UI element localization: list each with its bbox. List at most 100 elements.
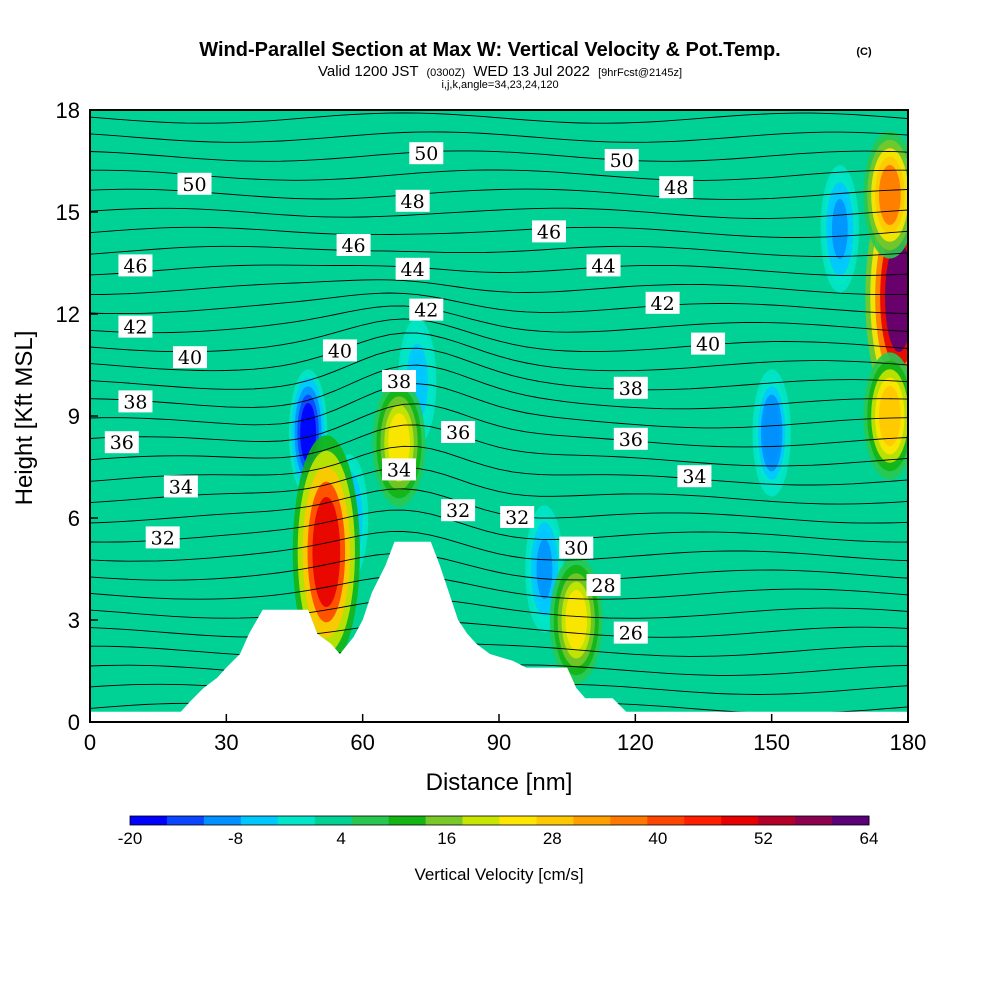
y-tick-label: 18 — [56, 98, 80, 123]
subtitle-date: WED 13 Jul 2022 — [473, 63, 590, 80]
theta-label-text: 38 — [387, 371, 411, 393]
theta-label-box — [691, 332, 726, 355]
theta-label: 46 — [531, 220, 566, 243]
colorbar-segment — [277, 816, 316, 825]
colorbar-segment — [388, 816, 427, 825]
theta-label-box — [531, 220, 566, 243]
isentrope-line — [90, 279, 908, 296]
isentrope-line — [90, 488, 908, 524]
colorbar-segment — [795, 816, 833, 825]
theta-label-text: 38 — [619, 378, 643, 400]
velocity-cell — [312, 497, 341, 607]
colorbar-segment — [647, 816, 685, 825]
subtitle-indices: i,j,k,angle=34,23,24,120 — [441, 79, 558, 91]
velocity-cell — [388, 413, 410, 474]
x-tick-label: 60 — [350, 730, 374, 755]
theta-label-box — [500, 506, 535, 528]
isentrope-line — [90, 150, 908, 162]
theta-label-box — [172, 346, 207, 369]
y-tick-label: 3 — [68, 608, 80, 633]
theta-label-box — [382, 458, 417, 481]
theta-label: 32 — [441, 499, 476, 522]
theta-label-text: 50 — [610, 150, 634, 172]
colorbar-tick-label: 64 — [860, 829, 879, 848]
velocity-cell — [536, 539, 553, 599]
theta-label-text: 40 — [178, 347, 202, 369]
isentrope-line — [90, 643, 908, 657]
plot-area — [90, 110, 908, 722]
theta-label-text: 34 — [169, 476, 193, 498]
isentrope-line — [90, 598, 908, 619]
isentrope-line — [90, 575, 908, 600]
terrain-shape — [90, 541, 908, 722]
theta-label: 44 — [586, 254, 621, 277]
subtitle-fcst: [9hrFcst@2145z] — [598, 67, 682, 79]
theta-label-text: 40 — [696, 334, 720, 356]
colorbar-segment — [684, 816, 722, 825]
theta-label-text: 40 — [328, 340, 352, 362]
theta-label-text: 50 — [182, 174, 206, 196]
colorbar-segment — [832, 816, 870, 825]
theta-label-box — [441, 421, 476, 443]
title-mark: (C) — [856, 46, 872, 58]
theta-label-box — [559, 536, 594, 559]
theta-label: 48 — [395, 189, 430, 213]
theta-label-text: 42 — [414, 300, 438, 322]
y-axis-label: Height [Kft MSL] — [11, 331, 38, 506]
theta-label-text: 46 — [123, 255, 147, 277]
y-tick-label: 0 — [68, 710, 80, 735]
theta-label: 50 — [409, 142, 444, 165]
theta-label: 34 — [382, 458, 417, 481]
theta-label: 34 — [677, 465, 712, 488]
x-tick-label: 0 — [84, 730, 96, 755]
theta-label-box — [586, 254, 621, 277]
isentrope-line — [90, 245, 908, 257]
theta-label: 46 — [336, 234, 371, 257]
y-tick-label: 9 — [68, 404, 80, 429]
theta-label: 40 — [172, 346, 207, 369]
velocity-cell — [878, 165, 901, 225]
isentrope-line — [90, 292, 908, 315]
isentrope-line — [90, 207, 908, 219]
theta-label-box — [177, 172, 212, 195]
theta-label-text: 30 — [564, 538, 588, 560]
theta-label: 50 — [177, 172, 212, 196]
colorbar-segment — [758, 816, 796, 825]
theta-label: 42 — [645, 291, 680, 315]
isentrope-line — [90, 621, 908, 638]
isentrope-line — [90, 332, 908, 372]
theta-label-box — [104, 431, 139, 454]
theta-label-text: 50 — [414, 143, 438, 165]
colorbar-segment — [240, 816, 279, 825]
x-tick-label: 150 — [753, 730, 790, 755]
theta-label-box — [395, 189, 430, 212]
theta-label-text: 32 — [446, 500, 470, 522]
x-axis-label: Distance [nm] — [426, 769, 573, 796]
theta-label-box — [118, 390, 153, 413]
velocity-cell — [831, 199, 848, 259]
terrain-mask — [90, 541, 908, 722]
colorbar: -20 -8 4 16 28 40 52 64 — [118, 815, 879, 848]
isentrope-line — [90, 347, 908, 391]
isentrope-line — [90, 445, 908, 486]
chart-subtitle: Valid 1200 JST (0300Z) WED 13 Jul 2022 [… — [318, 63, 682, 80]
theta-label: 28 — [586, 574, 621, 597]
colorbar-tick-label: 52 — [754, 829, 773, 848]
colorbar-segment — [166, 816, 205, 825]
theta-label-text: 26 — [619, 623, 643, 645]
theta-label-box — [586, 574, 621, 596]
isentrope-line — [90, 403, 908, 448]
colorbar-tick-label: 16 — [437, 829, 456, 848]
theta-label-text: 34 — [682, 466, 706, 488]
theta-label-box — [441, 499, 476, 522]
subtitle-utc: (0300Z) — [426, 67, 465, 79]
theta-label: 42 — [118, 315, 153, 339]
theta-label: 38 — [613, 376, 648, 400]
velocity-cell — [763, 403, 780, 463]
isentrope-line — [90, 264, 908, 277]
theta-label: 32 — [145, 526, 180, 549]
theta-label-box — [163, 475, 198, 498]
isentrope-line — [90, 424, 908, 467]
theta-label: 26 — [613, 621, 648, 645]
